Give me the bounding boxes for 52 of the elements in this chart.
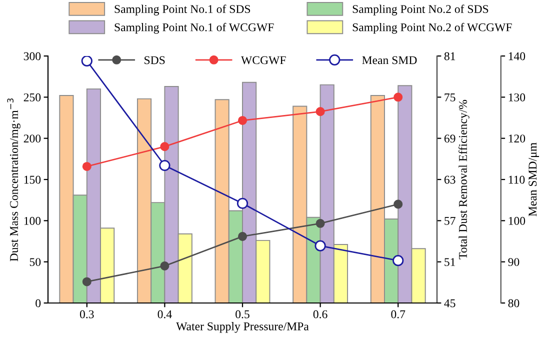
- legend-label: Mean SMD: [362, 56, 417, 64]
- point: [82, 277, 92, 286]
- point: [316, 107, 325, 116]
- y2-tick-label: 45: [444, 299, 456, 308]
- y-tick-label: 0: [36, 299, 41, 308]
- y3-tick-label: 80: [508, 299, 520, 308]
- point: [394, 200, 403, 209]
- y3-tick-label: 120: [508, 134, 526, 143]
- y2-tick-label: 75: [444, 94, 456, 102]
- point: [394, 92, 403, 102]
- point: [81, 56, 92, 66]
- point: [238, 116, 248, 126]
- x-tick-label: 0.7: [391, 310, 406, 318]
- y3-tick-label: 90: [508, 258, 520, 266]
- point: [160, 261, 170, 270]
- legend-label: Sampling Point No.1 of WCGWF: [114, 22, 274, 34]
- y-axis-title: Dust Mass Concentration/mg·m$^{−3}$: [7, 98, 20, 262]
- point: [159, 160, 170, 172]
- y-tick-label: 300: [24, 52, 41, 60]
- y-tick-label: 50: [30, 258, 41, 266]
- y-tick-label: 100: [24, 216, 41, 225]
- y-tick-label: 200: [24, 134, 41, 143]
- x-tick-label: 0.3: [80, 310, 94, 318]
- x-tick-label: 0.5: [236, 310, 250, 318]
- x-tick-label: 0.4: [158, 310, 172, 318]
- y2-tick-label: 81: [444, 52, 456, 60]
- y2-tick-label: 57: [444, 217, 456, 225]
- y3-axis-title: Mean SMD/μm: [528, 142, 540, 216]
- x-tick-label: 0.6: [313, 310, 328, 318]
- legend-label: Sampling Point No.2 of SDS: [352, 4, 488, 16]
- x-axis-title: Water Supply Pressure/MPa: [176, 322, 309, 333]
- y-tick-label: 150: [24, 176, 41, 184]
- point: [160, 142, 170, 152]
- y2-tick-label: 51: [444, 258, 456, 266]
- y3-tick-label: 130: [508, 93, 526, 102]
- legend-label: Sampling Point No.1 of SDS: [114, 4, 250, 16]
- y-tick-label: 250: [24, 93, 41, 102]
- point: [392, 255, 404, 266]
- point: [314, 240, 326, 252]
- y3-tick-label: 110: [508, 176, 525, 184]
- y3-tick-label: 140: [508, 52, 526, 60]
- point: [316, 218, 325, 228]
- legend-label: Sampling Point No.2 of WCGWF: [352, 22, 512, 34]
- point: [238, 232, 248, 241]
- y2-axis-title: Total Dust Removal Efficiency/%: [458, 100, 470, 260]
- legend-label: SDS: [144, 56, 165, 64]
- y2-tick-label: 63: [444, 176, 456, 184]
- point: [236, 198, 248, 209]
- y3-tick-label: 100: [508, 216, 526, 225]
- point: [82, 162, 92, 171]
- legend-label: WCGWF: [240, 56, 286, 64]
- y2-tick-label: 69: [444, 134, 456, 143]
